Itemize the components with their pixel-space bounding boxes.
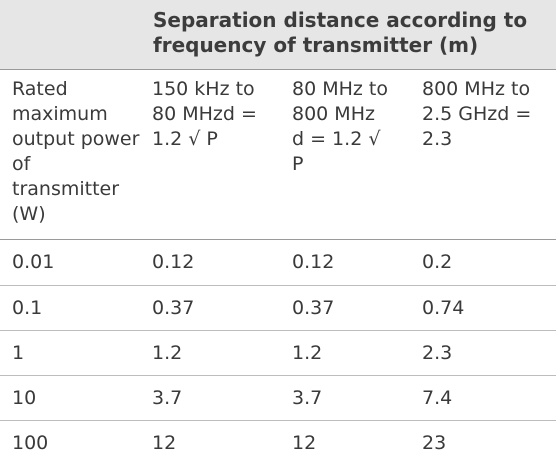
- cell-distance-80mhz: 12: [292, 432, 317, 454]
- cell-distance-800mhz: 2.3: [422, 342, 453, 364]
- column-header-divider: [0, 239, 556, 240]
- column-header-800mhz-2-5ghz: 800 MHz to 2.5 GHzd = 2.3: [422, 78, 532, 150]
- header-divider: [0, 69, 556, 70]
- row-divider: [0, 330, 556, 331]
- cell-distance-80mhz: 0.37: [292, 297, 335, 319]
- table-row: 1 1.2 1.2 2.3: [0, 331, 556, 376]
- cell-distance-80mhz: 1.2: [292, 342, 323, 364]
- cell-distance-150khz: 0.12: [152, 251, 195, 273]
- row-divider: [0, 375, 556, 376]
- row-divider: [0, 285, 556, 286]
- cell-power: 0.1: [12, 297, 43, 319]
- column-header-150khz-80mhz: 150 kHz to 80 MHzd = 1.2 √ P: [152, 78, 257, 150]
- cell-distance-800mhz: 23: [422, 432, 447, 454]
- cell-distance-80mhz: 3.7: [292, 387, 323, 409]
- column-header-80mhz-800mhz: 80 MHz to 800 MHz d = 1.2 √ P: [292, 78, 388, 175]
- row-divider: [0, 420, 556, 421]
- cell-distance-800mhz: 0.2: [422, 251, 453, 273]
- cell-distance-150khz: 12: [152, 432, 177, 454]
- cell-distance-800mhz: 7.4: [422, 387, 453, 409]
- cell-power: 1: [12, 342, 25, 364]
- cell-distance-80mhz: 0.12: [292, 251, 335, 273]
- table-title: Separation distance according to frequen…: [153, 8, 528, 57]
- cell-power: 100: [12, 432, 49, 454]
- cell-distance-150khz: 0.37: [152, 297, 195, 319]
- cell-distance-800mhz: 0.74: [422, 297, 465, 319]
- cell-power: 10: [12, 387, 37, 409]
- table-header-band: Separation distance according to frequen…: [0, 0, 556, 69]
- cell-power: 0.01: [12, 251, 55, 273]
- table-row: 0.1 0.37 0.37 0.74: [0, 286, 556, 331]
- table-row: 0.01 0.12 0.12 0.2: [0, 240, 556, 285]
- table-row: 10 3.7 3.7 7.4: [0, 376, 556, 421]
- table-row: 100 12 12 23: [0, 421, 556, 466]
- column-header-rated-power: Rated maximum output power of transmitte…: [12, 78, 140, 225]
- cell-distance-150khz: 1.2: [152, 342, 183, 364]
- cell-distance-150khz: 3.7: [152, 387, 183, 409]
